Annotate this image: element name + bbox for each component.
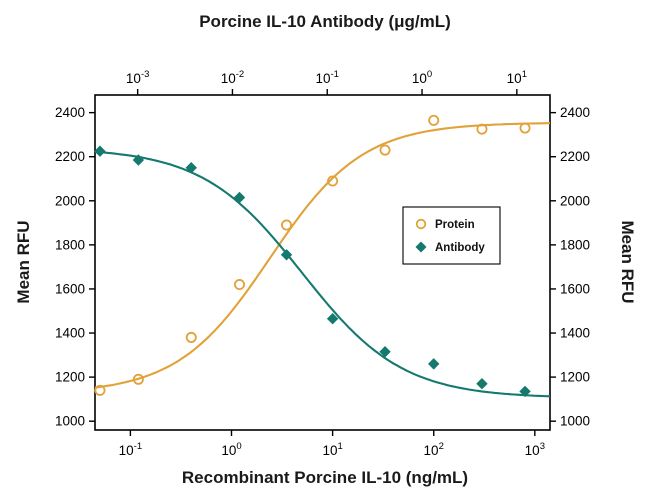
data-point-protein: [519, 122, 531, 134]
legend-marker-protein: [415, 218, 427, 230]
data-point-protein: [234, 279, 246, 291]
bottom-tick-label: 10-1: [119, 441, 142, 458]
right-tick-label: 1800: [560, 237, 590, 252]
left-tick-label: 1200: [55, 370, 85, 385]
right-tick-label: 1400: [560, 326, 590, 341]
right-tick-label: 1600: [560, 281, 590, 296]
bottom-tick-label: 100: [221, 441, 241, 458]
top-axis-title: Porcine IL-10 Antibody (μg/mL): [199, 12, 451, 31]
plot-frame: [94, 94, 551, 431]
fit-curve-antibody: [94, 150, 551, 398]
fit-curve-protein: [94, 122, 550, 389]
top-tick-label: 10-2: [221, 69, 244, 86]
legend-box: [402, 206, 501, 265]
data-point-protein: [476, 123, 488, 135]
data-point-protein: [185, 331, 197, 343]
data-point-protein: [428, 114, 440, 126]
right-tick-label: 2400: [560, 105, 590, 120]
data-point-protein: [281, 219, 293, 231]
bottom-tick-label: 103: [525, 441, 545, 458]
top-tick-label: 10-1: [315, 69, 338, 86]
bottom-tick-label: 101: [322, 441, 342, 458]
bottom-axis-title: Recombinant Porcine IL-10 (ng/mL): [181, 468, 469, 487]
legend-label-protein: Protein: [435, 219, 475, 231]
bottom-tick-label: 102: [424, 441, 444, 458]
data-point-protein: [327, 175, 339, 187]
top-tick-label: 10-3: [126, 69, 149, 86]
data-point-protein: [132, 373, 144, 385]
right-tick-label: 1000: [560, 414, 590, 429]
right-tick-label: 1200: [560, 370, 590, 385]
left-tick-label: 2200: [55, 149, 85, 164]
right-tick-label: 2000: [560, 193, 590, 208]
right-tick-label: 2200: [560, 149, 590, 164]
left-tick-label: 1800: [55, 237, 85, 252]
left-tick-label: 1000: [55, 414, 85, 429]
data-point-protein: [379, 144, 391, 156]
top-tick-label: 100: [412, 69, 432, 86]
left-tick-label: 2400: [55, 105, 85, 120]
left-tick-label: 1400: [55, 326, 85, 341]
legend-label-antibody: Antibody: [435, 242, 485, 254]
left-tick-label: 2000: [55, 193, 85, 208]
left-tick-label: 1600: [55, 281, 85, 296]
data-point-protein: [94, 384, 106, 396]
top-tick-label: 101: [507, 69, 527, 86]
